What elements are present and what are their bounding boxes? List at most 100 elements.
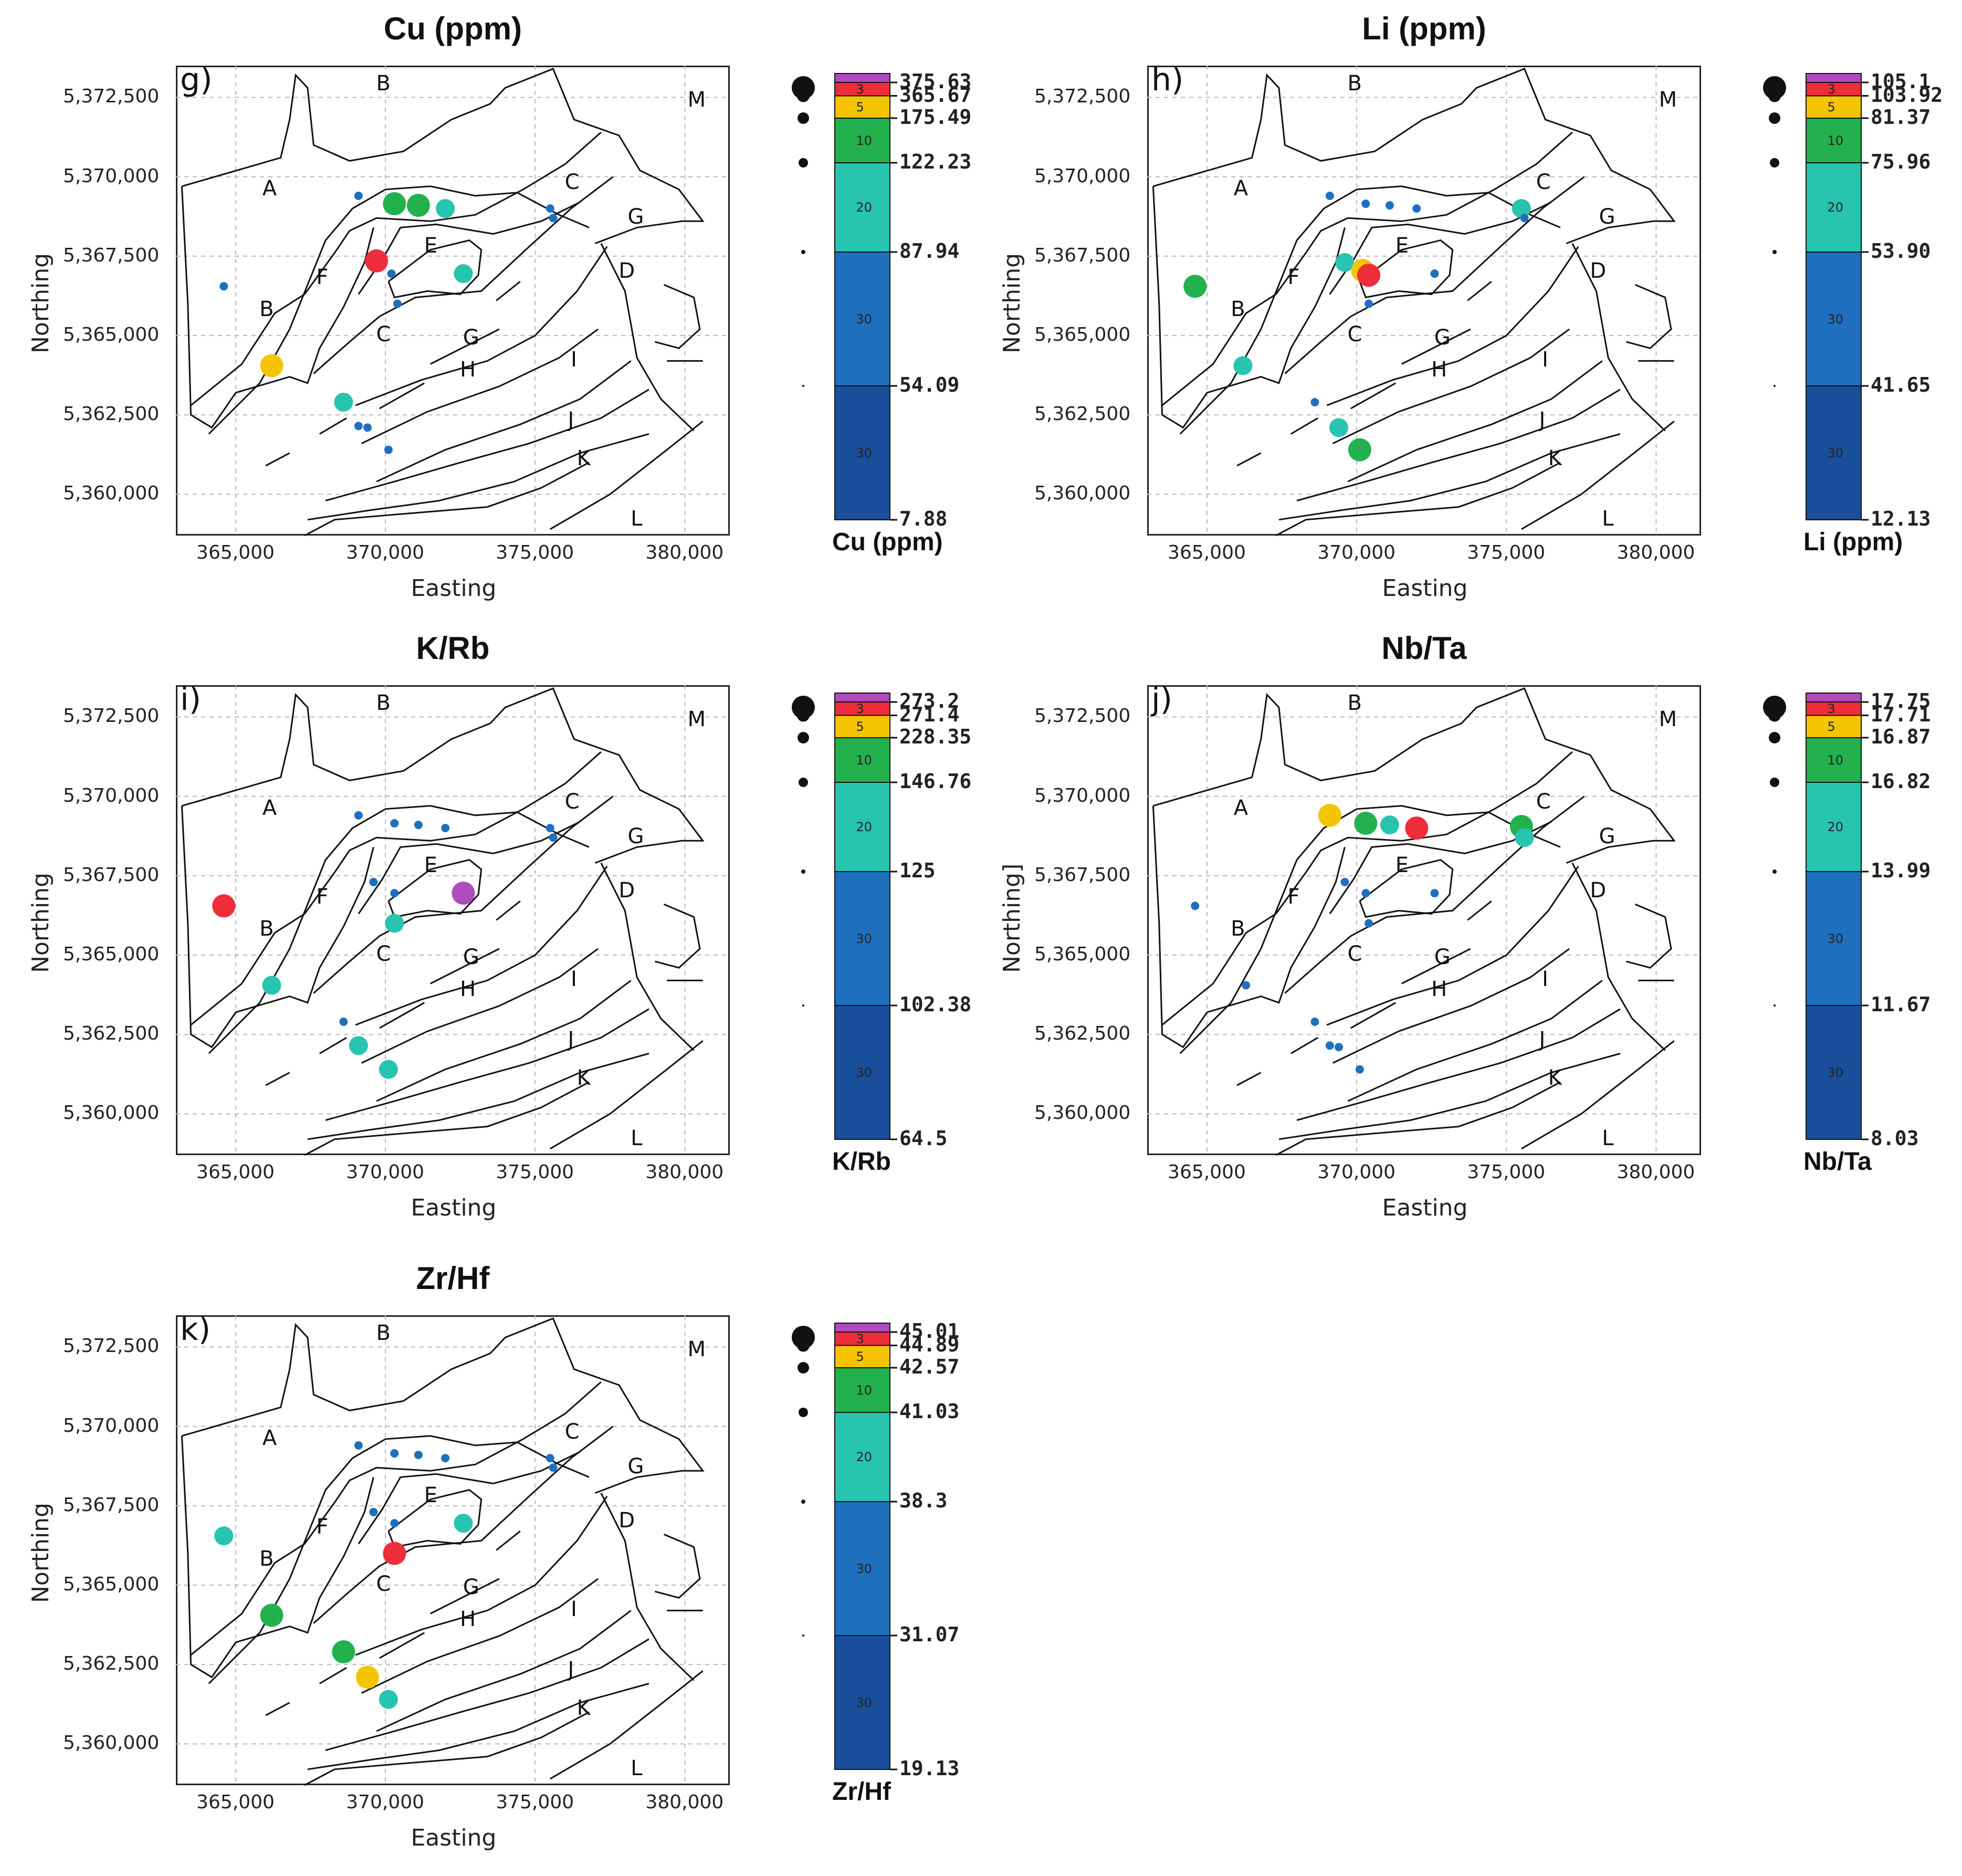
y-tick-label: 5,367,500	[63, 1494, 160, 1516]
sample-point	[260, 1603, 284, 1627]
geologic-boundary	[496, 1531, 521, 1551]
colorbar-percent: 30	[1827, 1065, 1844, 1080]
colorbar-percent: 5	[1827, 99, 1835, 114]
colorbar-percent: 30	[856, 1561, 873, 1576]
sample-point	[384, 445, 393, 454]
colorbar-break-value: 13.99	[1871, 859, 1931, 882]
geologic-boundary	[1152, 186, 1346, 429]
geologic-boundary	[190, 131, 602, 406]
region-label: C	[1536, 170, 1551, 194]
geologic-boundary	[190, 1381, 602, 1656]
region-label: K	[576, 446, 591, 470]
sample-point	[363, 423, 372, 432]
colorbar-percent: 3	[1827, 81, 1835, 97]
size-legend-symbol	[792, 696, 815, 719]
region-label: H	[460, 1607, 476, 1631]
sample-point	[334, 393, 353, 412]
geologic-boundary	[1467, 281, 1492, 301]
geologic-boundary	[1329, 201, 1552, 295]
geologic-boundary	[1278, 433, 1621, 521]
y-tick-label: 5,370,000	[63, 165, 160, 187]
x-tick-label: 380,000	[1617, 1161, 1695, 1183]
colorbar-break-value: 41.03	[899, 1400, 960, 1423]
y-tick-label: 5,360,000	[63, 1102, 160, 1124]
x-tick-label: 370,000	[1317, 1161, 1396, 1183]
sample-point	[436, 199, 455, 218]
sample-point	[454, 1514, 473, 1533]
geologic-boundary	[307, 1053, 649, 1140]
geologic-boundary	[265, 452, 290, 467]
sample-point	[260, 354, 284, 378]
geologic-boundary	[1290, 1037, 1318, 1054]
sample-point	[1361, 889, 1370, 898]
sample-point	[1334, 1043, 1343, 1052]
region-label: E	[1395, 853, 1409, 877]
geologic-boundary	[1236, 1072, 1262, 1086]
map-svg	[1147, 685, 1869, 1156]
geologic-boundary	[655, 284, 701, 349]
geologic-boundary	[1284, 795, 1585, 994]
sample-point	[414, 1451, 423, 1460]
x-tick-label: 365,000	[1168, 542, 1246, 563]
colorbar-segment	[834, 162, 890, 253]
panel-letter: k)	[180, 1311, 211, 1348]
sample-point	[1354, 812, 1378, 835]
region-label: D	[618, 259, 635, 284]
geologic-boundary	[1332, 328, 1570, 444]
panel-letter: g)	[180, 61, 213, 98]
colorbar-percent: 20	[1827, 200, 1844, 215]
size-legend-symbol	[801, 250, 805, 254]
geologic-boundary	[319, 1667, 347, 1684]
geologic-boundary	[387, 239, 482, 299]
x-tick-label: 375,000	[496, 1791, 574, 1813]
colorbar-break-value: 31.07	[899, 1623, 960, 1646]
geologic-boundary	[1278, 1053, 1621, 1140]
colorbar-break-value: 19.13	[899, 1757, 960, 1780]
region-label: J	[568, 408, 574, 433]
map-panel-li: Li (ppm) Northing Easting 365,000 370,000 375…	[971, 0, 1948, 620]
geologic-boundary	[358, 821, 581, 915]
region-label: K	[1548, 446, 1562, 470]
region-label: A	[262, 176, 277, 201]
geologic-boundary	[379, 382, 425, 410]
geologic-boundary	[208, 185, 590, 435]
colorbar-percent: 10	[856, 133, 873, 148]
sample-point	[390, 819, 399, 828]
sample-point	[1325, 1041, 1334, 1050]
geologic-boundary	[325, 389, 649, 501]
sample-point	[390, 1449, 399, 1458]
x-axis-title: Easting	[411, 575, 497, 602]
region-label: K	[576, 1695, 591, 1720]
geologic-boundary	[265, 1702, 290, 1716]
colorbar-segment	[834, 1635, 890, 1770]
geologic-boundary	[1329, 821, 1552, 915]
colorbar-percent: 20	[856, 200, 873, 215]
sample-point	[1405, 816, 1429, 840]
region-label: E	[1395, 233, 1409, 258]
colorbar-segment	[834, 1501, 890, 1636]
region-label: M	[687, 87, 706, 112]
region-label: A	[1233, 176, 1248, 201]
colorbar-segment	[1806, 737, 1862, 783]
geologic-boundary	[1571, 243, 1666, 432]
colorbar-segment	[1806, 73, 1862, 83]
colorbar-break-value: 87.94	[899, 239, 960, 263]
sample-point	[369, 877, 378, 886]
geologic-boundary	[361, 1578, 599, 1694]
sample-point	[1242, 981, 1251, 990]
colorbar-segment	[1806, 715, 1862, 738]
x-tick-label: 375,000	[1467, 542, 1546, 563]
size-legend-symbol	[801, 869, 805, 874]
x-tick-label: 365,000	[196, 542, 275, 563]
x-tick-label: 380,000	[645, 1791, 724, 1813]
region-label: G	[1599, 205, 1615, 229]
geologic-boundary	[1571, 862, 1666, 1051]
colorbar-segment	[834, 1323, 890, 1333]
region-label: G	[1434, 945, 1451, 970]
geologic-boundary	[1350, 1002, 1397, 1029]
sample-point	[332, 1640, 355, 1664]
colorbar-segment	[1806, 693, 1862, 703]
colorbar-title: Li (ppm)	[1803, 528, 1903, 556]
geologic-boundary	[358, 1451, 581, 1545]
sample-point	[1430, 889, 1439, 898]
